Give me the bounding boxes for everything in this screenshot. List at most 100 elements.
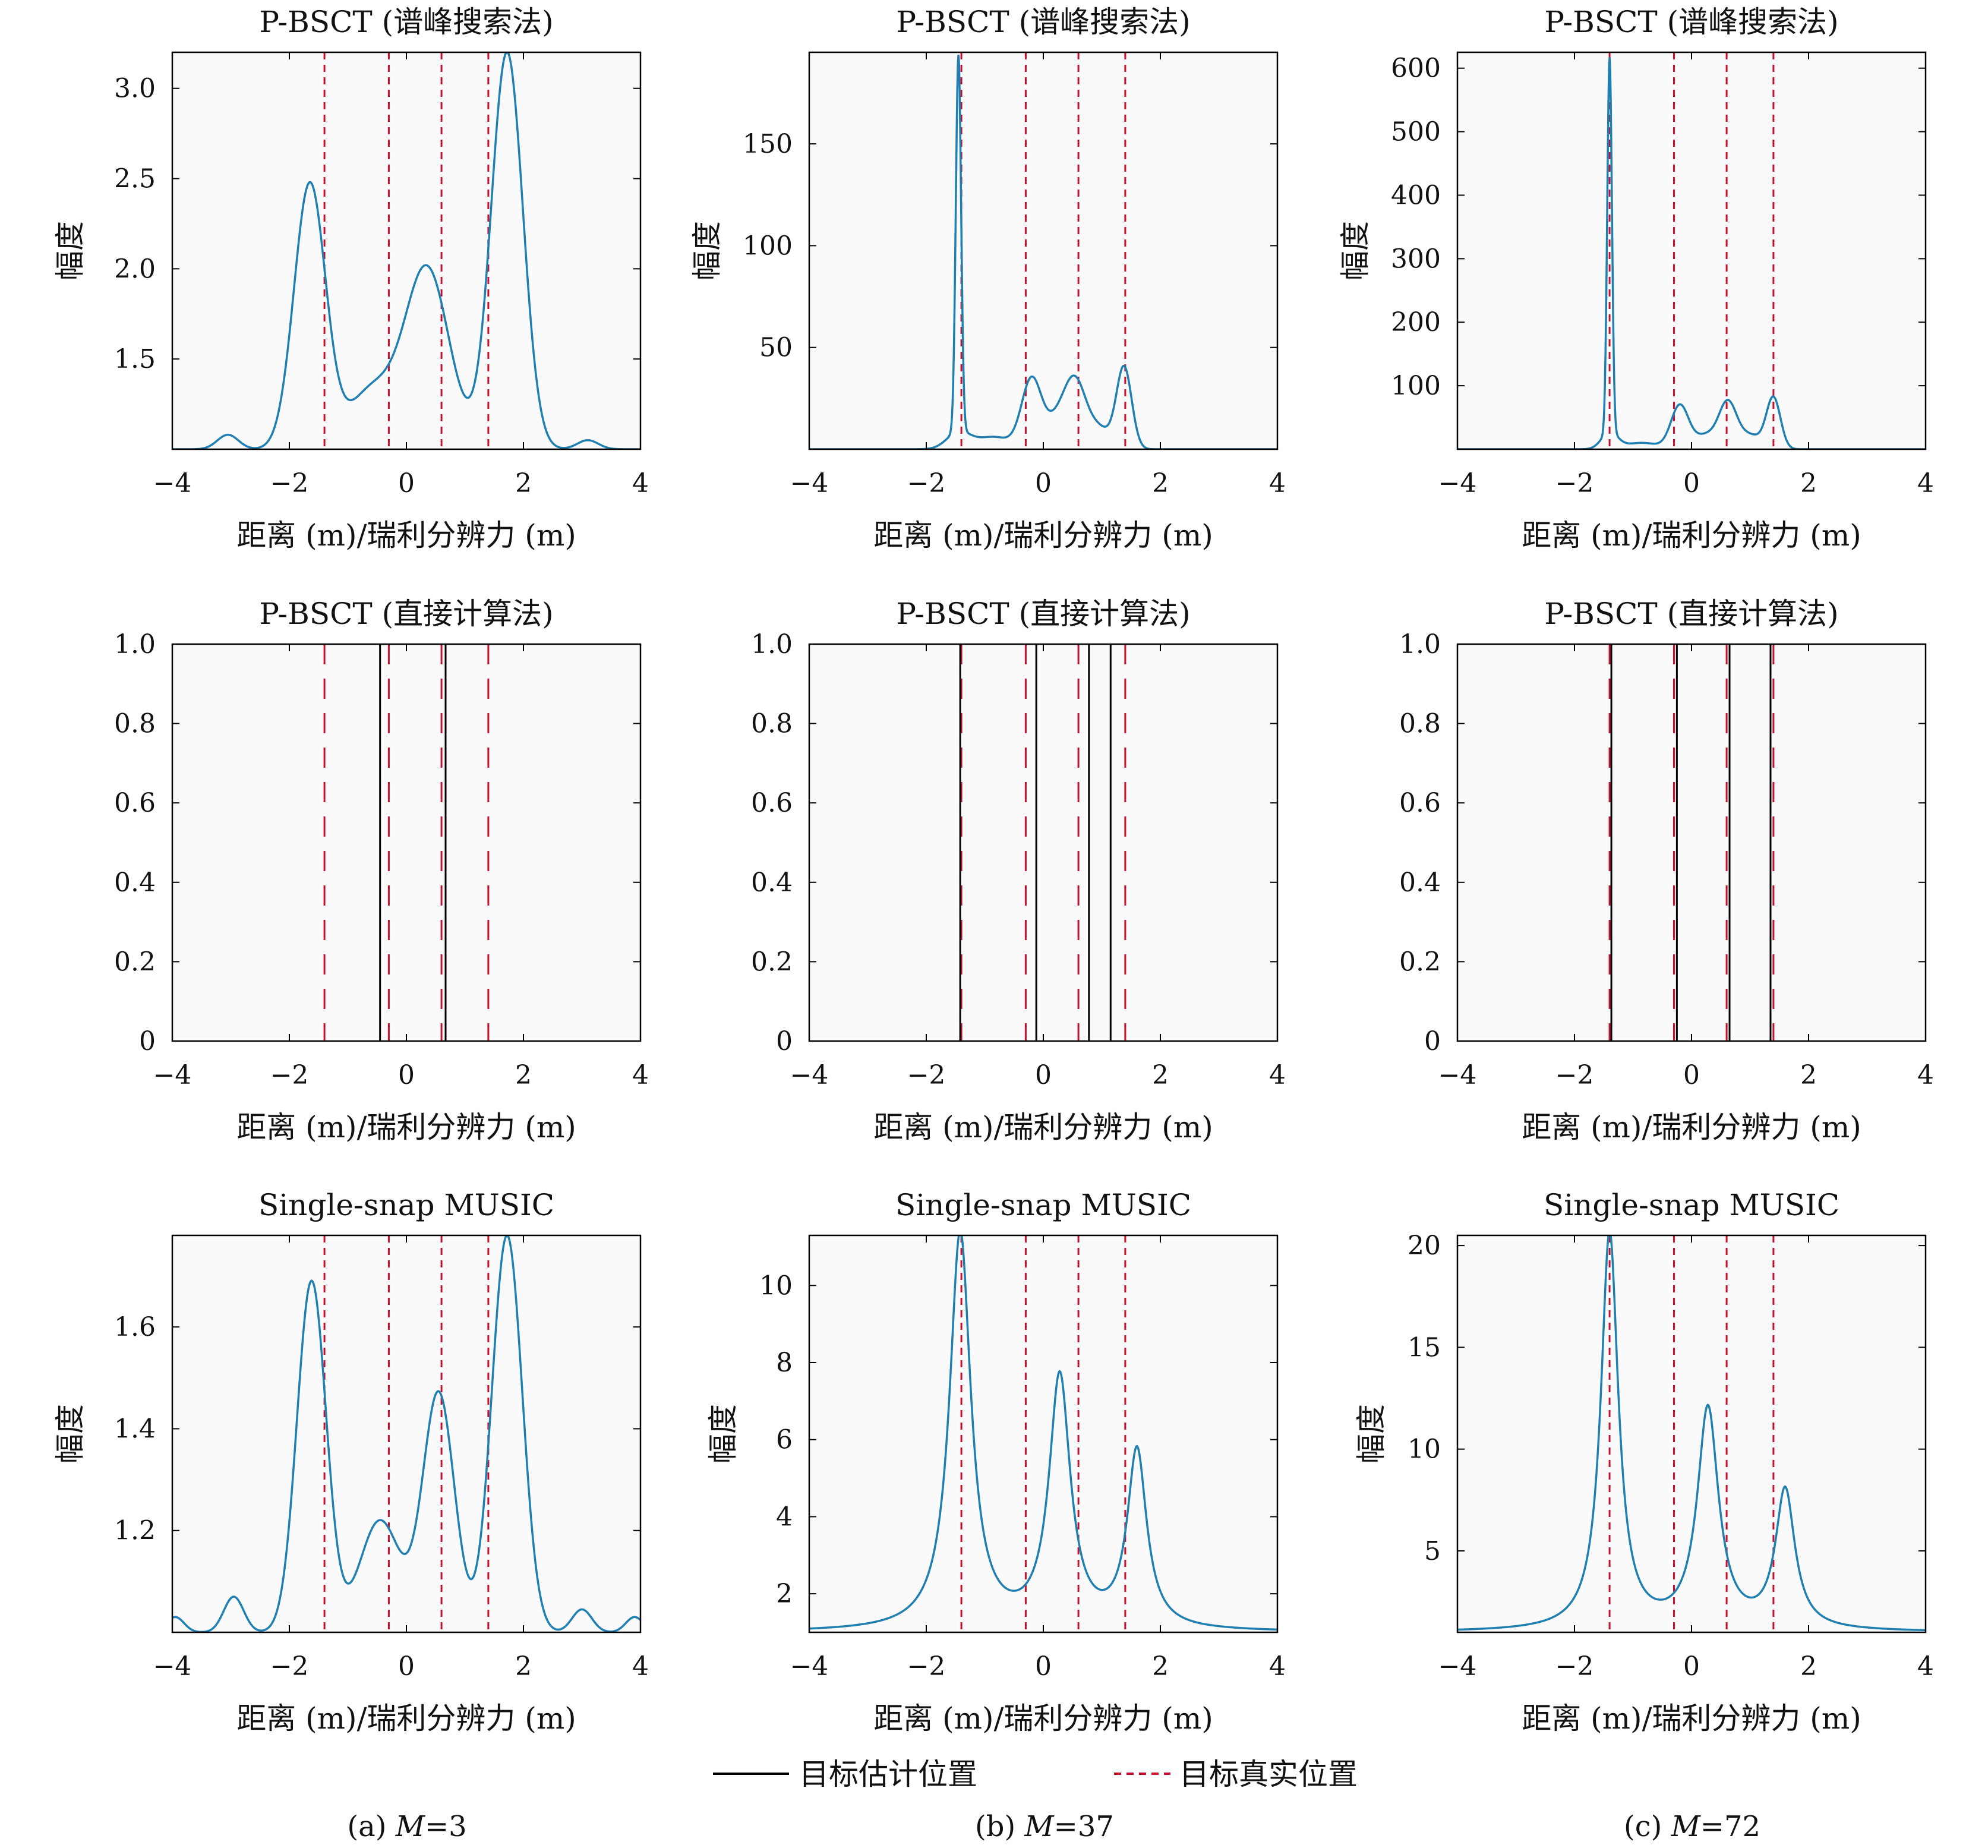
- y-tick-label: 8: [776, 1348, 793, 1378]
- y-tick-label: 2: [776, 1579, 793, 1609]
- x-tick-label: 0: [398, 1060, 415, 1090]
- y-tick-label: 1.2: [114, 1516, 156, 1546]
- y-tick-label: 0.8: [751, 709, 793, 739]
- panel-title: Single-snap MUSIC: [258, 1188, 554, 1222]
- panel-9: −4 −2 0 2 4 5 10 15 20 Single-snap MUSIC 距离 (m)/瑞利…: [1354, 1188, 1934, 1736]
- x-tick-label: 4: [1917, 468, 1934, 499]
- x-tick-label: 4: [1269, 1651, 1286, 1682]
- y-tick-label: 3.0: [114, 74, 156, 104]
- plot-content: [172, 1235, 640, 1632]
- x-tick-label: −2: [907, 468, 946, 499]
- x-tick-label: 2: [515, 1060, 532, 1090]
- legend-estimated-label: 目标估计位置: [799, 1757, 977, 1792]
- panel-title: Single-snap MUSIC: [1544, 1188, 1839, 1222]
- y-tick-label: 0.8: [1399, 709, 1441, 739]
- x-tick-label: −2: [1555, 1060, 1594, 1090]
- plot-content: [959, 644, 1126, 1041]
- y-tick-label: 1.4: [114, 1414, 156, 1444]
- panel-2: −4 −2 0 2 4 50 100 150 P-BSCT (谱峰搜索法) 距离 (m)/瑞利分辨…: [690, 5, 1286, 553]
- plot-content: [1457, 52, 1926, 449]
- spectrum-curve: [809, 1235, 1277, 1631]
- y-tick-label: 150: [743, 129, 793, 159]
- y-tick-label: 6: [776, 1425, 793, 1455]
- x-tick-label: −2: [907, 1651, 946, 1682]
- x-tick-label: 2: [1800, 1060, 1817, 1090]
- plot-content: [809, 1235, 1277, 1632]
- spectrum-curve: [172, 52, 640, 449]
- x-tick-label: −2: [270, 1060, 309, 1090]
- plot-area: [1457, 52, 1926, 449]
- panel-8: −4 −2 0 2 4 2 4 6 8 10 Single-snap MUSIC 距离 (m)/瑞利分…: [706, 1188, 1286, 1736]
- caption-c: (c) M=72: [1624, 1810, 1760, 1843]
- y-tick-label: 400: [1391, 180, 1441, 210]
- spectrum-curve: [809, 54, 1277, 449]
- x-tick-label: −4: [790, 1651, 829, 1682]
- x-tick-label: 4: [632, 1060, 649, 1090]
- plot-area: [172, 52, 640, 449]
- x-tick-label: 2: [1152, 468, 1169, 499]
- plot-content: [809, 52, 1277, 449]
- x-tick-label: 0: [1035, 468, 1052, 499]
- x-tick-label: −4: [153, 468, 192, 499]
- y-axis-label: 幅度: [706, 1404, 740, 1464]
- spectrum-curve: [1457, 57, 1926, 449]
- y-tick-label: 0.2: [114, 947, 156, 977]
- x-tick-label: −4: [1438, 1060, 1477, 1090]
- x-tick-label: 4: [632, 468, 649, 499]
- plot-area: [809, 52, 1277, 449]
- panel-7: −4 −2 0 2 4 1.2 1.4 1.6 Single-snap MUSIC 距离 (m)/…: [53, 1188, 649, 1736]
- x-tick-label: −2: [1555, 468, 1594, 499]
- plot-area: [1457, 1235, 1926, 1632]
- y-tick-label: 1.0: [1399, 629, 1441, 660]
- x-tick-label: 0: [1683, 1651, 1700, 1682]
- y-tick-label: 0.4: [1399, 868, 1441, 898]
- y-tick-label: 10: [759, 1270, 793, 1301]
- y-tick-label: 1.5: [114, 344, 156, 374]
- y-tick-label: 15: [1408, 1332, 1441, 1363]
- panels-group: −4 −2 0 2 4 1.5 2.0 2.5 3.0 P-BSCT (谱峰搜索法) 距离 (m)/…: [53, 5, 1934, 1736]
- x-tick-label: 0: [398, 468, 415, 499]
- y-tick-label: 0: [139, 1026, 156, 1057]
- caption-b: (b) M=37: [975, 1810, 1114, 1843]
- x-tick-label: 2: [515, 1651, 532, 1682]
- y-axis-label: 幅度: [53, 221, 87, 280]
- panel-3: −4 −2 0 2 4 100 200 300 400 500 600 P-BSCT (谱峰搜索法) 距…: [1338, 5, 1934, 553]
- x-tick-label: 2: [1800, 1651, 1817, 1682]
- x-tick-label: −4: [1438, 468, 1477, 499]
- x-tick-label: 2: [1152, 1060, 1169, 1090]
- x-tick-label: −4: [790, 468, 829, 499]
- x-tick-label: −4: [1438, 1651, 1477, 1682]
- x-axis-label: 距离 (m)/瑞利分辨力 (m): [1522, 1701, 1861, 1736]
- y-tick-label: 1.0: [114, 629, 156, 660]
- y-tick-label: 0.6: [1399, 788, 1441, 818]
- x-tick-label: −4: [790, 1060, 829, 1090]
- y-tick-label: 2.0: [114, 254, 156, 284]
- y-tick-label: 0.2: [751, 947, 793, 977]
- x-tick-label: −4: [153, 1651, 192, 1682]
- panel-title: P-BSCT (直接计算法): [896, 597, 1190, 631]
- x-axis-label: 距离 (m)/瑞利分辨力 (m): [873, 518, 1213, 553]
- x-tick-label: −2: [1555, 1651, 1594, 1682]
- x-axis-label: 距离 (m)/瑞利分辨力 (m): [1522, 518, 1861, 553]
- x-tick-label: 4: [1917, 1060, 1934, 1090]
- y-tick-label: 0.8: [114, 709, 156, 739]
- plot-content: [1457, 1235, 1926, 1632]
- panel-title: P-BSCT (直接计算法): [1544, 597, 1838, 631]
- x-tick-label: 4: [1269, 1060, 1286, 1090]
- y-axis-label: 幅度: [1338, 221, 1372, 280]
- y-tick-label: 100: [743, 231, 793, 261]
- panel-5: −4 −2 0 2 4 0 0.2 0.4 0.6 0.8 1.0 P-BSCT (直接计算法) 距离 …: [751, 597, 1286, 1144]
- x-axis-label: 距离 (m)/瑞利分辨力 (m): [236, 1701, 576, 1736]
- plot-area: [1457, 644, 1926, 1041]
- y-tick-label: 200: [1391, 307, 1441, 338]
- y-tick-label: 5: [1424, 1536, 1441, 1566]
- y-tick-label: 1.6: [114, 1312, 156, 1342]
- x-tick-label: 0: [398, 1651, 415, 1682]
- y-axis-label: 幅度: [1354, 1404, 1389, 1464]
- y-tick-label: 600: [1391, 53, 1441, 84]
- x-tick-label: −2: [270, 468, 309, 499]
- legend: 目标估计位置 目标真实位置: [713, 1757, 1358, 1792]
- x-tick-label: 4: [632, 1651, 649, 1682]
- y-tick-label: 50: [759, 333, 793, 363]
